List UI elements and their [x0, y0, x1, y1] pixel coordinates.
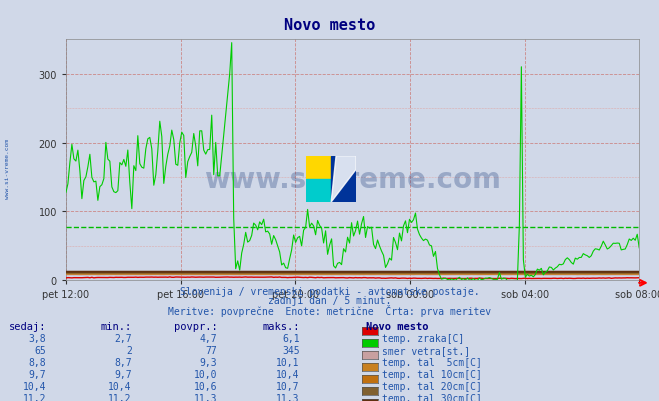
Bar — [306, 156, 331, 180]
Text: 10,7: 10,7 — [276, 381, 300, 391]
Polygon shape — [331, 156, 356, 203]
Text: 65: 65 — [34, 345, 46, 355]
Text: 11,3: 11,3 — [276, 393, 300, 401]
Text: 6,1: 6,1 — [282, 333, 300, 343]
Text: 77: 77 — [206, 345, 217, 355]
Text: Novo mesto: Novo mesto — [284, 18, 375, 33]
Text: 10,4: 10,4 — [276, 369, 300, 379]
Text: 10,0: 10,0 — [194, 369, 217, 379]
Polygon shape — [331, 156, 356, 203]
Text: 2: 2 — [126, 345, 132, 355]
Text: 11,2: 11,2 — [22, 393, 46, 401]
Text: temp. tal  5cm[C]: temp. tal 5cm[C] — [382, 357, 482, 367]
Text: www.si-vreme.com: www.si-vreme.com — [5, 138, 11, 198]
Text: min.:: min.: — [101, 321, 132, 331]
Text: 4,7: 4,7 — [200, 333, 217, 343]
Text: 345: 345 — [282, 345, 300, 355]
Text: temp. tal 20cm[C]: temp. tal 20cm[C] — [382, 381, 482, 391]
Text: temp. tal 30cm[C]: temp. tal 30cm[C] — [382, 393, 482, 401]
Text: maks.:: maks.: — [262, 321, 300, 331]
Text: 8,8: 8,8 — [28, 357, 46, 367]
Bar — [306, 180, 331, 203]
Text: 10,4: 10,4 — [22, 381, 46, 391]
Text: 10,6: 10,6 — [194, 381, 217, 391]
Text: Meritve: povprečne  Enote: metrične  Črta: prva meritev: Meritve: povprečne Enote: metrične Črta:… — [168, 304, 491, 316]
Text: 9,7: 9,7 — [114, 369, 132, 379]
Text: 9,3: 9,3 — [200, 357, 217, 367]
Text: 8,7: 8,7 — [114, 357, 132, 367]
Text: 11,2: 11,2 — [108, 393, 132, 401]
Text: 11,3: 11,3 — [194, 393, 217, 401]
Text: 2,7: 2,7 — [114, 333, 132, 343]
Text: 3,8: 3,8 — [28, 333, 46, 343]
Text: www.si-vreme.com: www.si-vreme.com — [204, 166, 501, 194]
Text: Novo mesto: Novo mesto — [366, 321, 428, 331]
Text: smer vetra[st.]: smer vetra[st.] — [382, 345, 471, 355]
Text: sedaj:: sedaj: — [9, 321, 46, 331]
Text: temp. tal 10cm[C]: temp. tal 10cm[C] — [382, 369, 482, 379]
Text: 9,7: 9,7 — [28, 369, 46, 379]
Text: Slovenija / vremenski podatki - avtomatske postaje.: Slovenija / vremenski podatki - avtomats… — [180, 287, 479, 297]
Text: temp. zraka[C]: temp. zraka[C] — [382, 333, 465, 343]
Text: 10,4: 10,4 — [108, 381, 132, 391]
Text: 10,1: 10,1 — [276, 357, 300, 367]
Text: zadnji dan / 5 minut.: zadnji dan / 5 minut. — [268, 296, 391, 306]
Text: povpr.:: povpr.: — [174, 321, 217, 331]
